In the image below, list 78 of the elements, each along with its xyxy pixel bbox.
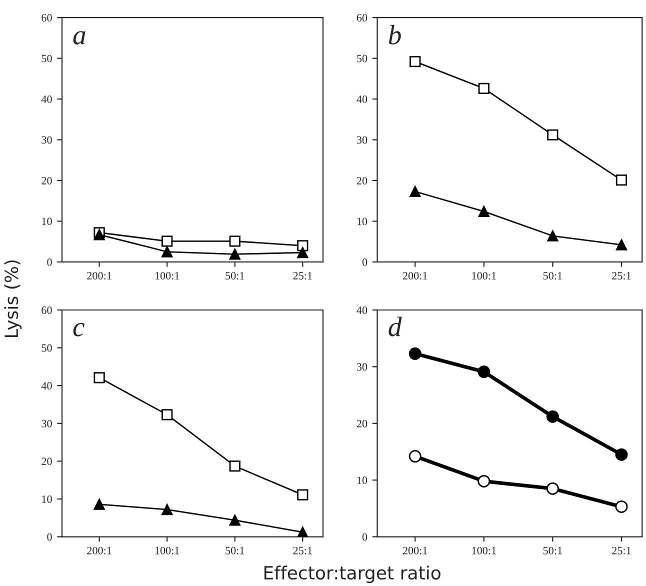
x-tick-label: 25:1 — [612, 272, 631, 280]
x-tick-label: 25:1 — [612, 546, 631, 554]
y-tick-label: 0 — [362, 258, 368, 266]
y-tick-label: 30 — [356, 363, 368, 371]
point — [615, 500, 628, 513]
x-tick-label: 50:1 — [543, 272, 562, 280]
point — [547, 230, 558, 242]
y-tick-label: 60 — [42, 14, 52, 22]
y-tick-label: 20 — [356, 176, 368, 184]
x-tick-label: 200:1 — [402, 272, 428, 280]
annotation: b — [388, 24, 401, 44]
y-tick-label: 50 — [42, 54, 52, 62]
point — [478, 82, 490, 94]
point — [410, 56, 421, 68]
point — [297, 247, 308, 258]
y-tick-label: 40 — [356, 306, 368, 314]
point — [616, 239, 628, 250]
x-tick-label: 100:1 — [155, 546, 180, 554]
point — [478, 206, 490, 217]
x-tick-label: 50:1 — [226, 272, 244, 280]
y-tick-label: 0 — [47, 258, 52, 266]
point — [162, 504, 173, 516]
y-tick-label: 20 — [42, 176, 52, 184]
y-tick-label: 30 — [356, 136, 368, 144]
x-tick-label: 50:1 — [543, 546, 562, 554]
point — [229, 248, 240, 260]
x-tick-label: 200:1 — [87, 546, 112, 554]
point — [162, 409, 173, 420]
x-tick-label: 25:1 — [293, 272, 312, 280]
y-tick-label: 40 — [41, 382, 52, 390]
point — [546, 482, 559, 495]
point — [297, 526, 308, 537]
point — [410, 186, 421, 198]
point — [546, 410, 559, 423]
y-tick-label: 60 — [356, 14, 368, 22]
point — [297, 489, 308, 500]
y-tick-label: 0 — [362, 533, 368, 541]
y-tick-label: 40 — [356, 96, 368, 103]
point — [408, 347, 422, 360]
x-tick-label: 100:1 — [472, 546, 496, 554]
point — [229, 460, 240, 472]
point — [616, 174, 628, 186]
point — [478, 366, 490, 378]
point — [229, 236, 240, 247]
y-tick-label: 50 — [357, 54, 368, 62]
x-tick-label: 100:1 — [472, 272, 496, 280]
y-axis-title: Lysis (%) — [4, 260, 22, 338]
x-tick-label: 50:1 — [226, 546, 244, 554]
point — [162, 246, 173, 258]
point — [229, 514, 240, 526]
point — [478, 474, 490, 488]
annotation: a — [73, 31, 86, 44]
point — [615, 448, 628, 461]
y-tick-label: 50 — [42, 344, 52, 352]
y-tick-label: 10 — [357, 218, 368, 226]
x-tick-label: 200:1 — [87, 272, 112, 280]
x-tick-label: 100:1 — [155, 272, 180, 280]
x-axis-title: Effector:target ratio — [264, 566, 440, 584]
point — [297, 240, 308, 252]
point — [94, 372, 105, 384]
y-tick-label: 60 — [42, 306, 52, 314]
point — [408, 450, 422, 463]
y-tick-label: 10 — [357, 476, 368, 484]
y-tick-label: 10 — [42, 495, 52, 503]
annotation: d — [388, 316, 402, 336]
y-tick-label: 20 — [356, 420, 368, 428]
y-tick-label: 30 — [42, 136, 52, 144]
point — [94, 498, 105, 510]
point — [547, 129, 558, 140]
y-tick-label: 20 — [42, 458, 52, 466]
y-tick-label: 40 — [41, 96, 52, 103]
y-tick-label: 30 — [42, 420, 52, 428]
x-tick-label: 25:1 — [293, 546, 312, 554]
x-tick-label: 200:1 — [402, 546, 428, 554]
point — [162, 236, 173, 247]
y-tick-label: 10 — [42, 218, 52, 226]
annotation: c — [73, 322, 84, 336]
y-tick-label: 0 — [47, 533, 52, 541]
